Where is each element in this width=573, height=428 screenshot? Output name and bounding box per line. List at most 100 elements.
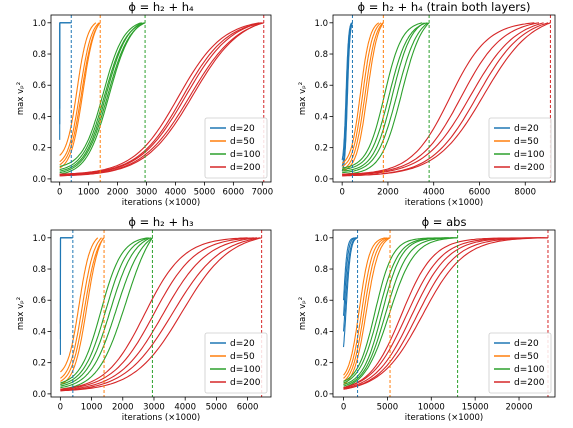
legend-box bbox=[204, 332, 268, 394]
x-tick-label: 1000 bbox=[78, 188, 100, 198]
legend-label: d=200 bbox=[230, 163, 261, 173]
plot-area bbox=[342, 230, 549, 397]
x-tick-label: 4000 bbox=[165, 188, 187, 198]
series-line-d=100-run-1 bbox=[342, 22, 430, 175]
x-tick-label: 8000 bbox=[514, 188, 536, 198]
plot-area bbox=[341, 15, 551, 182]
series-line-d=20-run-1 bbox=[59, 237, 73, 355]
series-line-d=20-run-3 bbox=[341, 22, 352, 161]
x-tick-label: 0 bbox=[58, 403, 63, 413]
axes-frame bbox=[50, 14, 272, 183]
series-line-d=20-run-1 bbox=[341, 22, 353, 172]
chart-title: ϕ = h₂ + h₃ bbox=[128, 215, 194, 229]
series-line-d=50-run-1 bbox=[60, 237, 104, 386]
y-tick-label: 0.6 bbox=[314, 81, 328, 91]
x-tick-label: 10000 bbox=[418, 403, 445, 413]
series-line-d=200-run-2 bbox=[59, 22, 264, 177]
x-tick-label: 0 bbox=[57, 188, 62, 198]
series-line-d=100-run-4 bbox=[59, 22, 146, 171]
chart-panel-2: ϕ = h₂ + h₄ (train both layers) 0 2000 4000… bbox=[298, 0, 556, 208]
x-tick-label: 1000 bbox=[81, 403, 103, 413]
x-tick-label: 5000 bbox=[194, 188, 216, 198]
series-line-d=20-run-2 bbox=[342, 237, 358, 332]
x-axis-label: iterations (×1000) bbox=[122, 198, 200, 208]
chart-panel-4: ϕ = abs 0 5000 10000 15000 20000 0.0 0.2 0.4 0.6 0… bbox=[298, 215, 556, 423]
series-line-d=200-run-4 bbox=[60, 237, 254, 390]
series-line-d=100-run-2 bbox=[343, 237, 456, 387]
y-tick-label: 1.0 bbox=[32, 234, 46, 244]
legend-label: d=100 bbox=[230, 365, 261, 375]
x-tick-label: 0 bbox=[341, 403, 346, 413]
x-tick-label: 4000 bbox=[174, 403, 196, 413]
series-line-d=100-run-1 bbox=[60, 237, 153, 390]
legend-box bbox=[488, 117, 552, 179]
chart-title: ϕ = abs bbox=[422, 215, 467, 229]
series-line-d=100-run-4 bbox=[60, 237, 150, 386]
series-line-d=100-run-5 bbox=[60, 237, 148, 384]
series-line-d=50-run-2 bbox=[343, 237, 390, 382]
y-tick-label: 0.2 bbox=[32, 359, 46, 369]
legend-label: d=50 bbox=[514, 137, 539, 147]
x-tick-label: 20000 bbox=[506, 403, 533, 413]
series-line-d=100-run-1 bbox=[343, 237, 458, 389]
x-tick-label: 5000 bbox=[206, 403, 228, 413]
y-axis-label: max vₚ² bbox=[16, 297, 26, 330]
series-line-d=100-run-2 bbox=[59, 22, 146, 174]
series-line-d=20-run-2 bbox=[341, 22, 353, 167]
y-tick-label: 0.4 bbox=[32, 327, 46, 337]
series-line-d=50-run-4 bbox=[341, 22, 380, 164]
legend: d=20 d=50 d=100 d=200 bbox=[204, 332, 268, 394]
legend-label: d=200 bbox=[514, 163, 545, 173]
x-tick-label: 5000 bbox=[377, 403, 399, 413]
x-tick-label: 3000 bbox=[136, 188, 158, 198]
x-tick-label: 2000 bbox=[107, 188, 129, 198]
y-tick-label: 1.0 bbox=[32, 19, 46, 29]
series-line-d=20-run-3 bbox=[59, 22, 71, 109]
series-line-d=20-run-1 bbox=[59, 22, 72, 140]
series-line-d=100-run-5 bbox=[343, 237, 449, 382]
legend-label: d=100 bbox=[514, 150, 545, 160]
series-line-d=50-run-3 bbox=[341, 22, 382, 167]
y-tick-label: 0.0 bbox=[32, 175, 46, 185]
series-line-d=200-run-5 bbox=[342, 22, 535, 175]
series-line-d=200-run-1 bbox=[60, 237, 262, 392]
series-line-d=50-run-4 bbox=[343, 237, 386, 376]
y-tick-label: 0.2 bbox=[314, 144, 328, 154]
legend-label: d=20 bbox=[230, 339, 255, 349]
x-tick-label: 4000 bbox=[423, 188, 445, 198]
y-tick-label: 0.4 bbox=[314, 327, 328, 337]
y-axis-label: max vₚ² bbox=[298, 82, 308, 115]
legend-label: d=200 bbox=[230, 378, 261, 388]
chart-title: ϕ = h₂ + h₄ bbox=[128, 0, 194, 14]
x-tick-label: 6000 bbox=[469, 188, 491, 198]
y-tick-label: 0.6 bbox=[314, 296, 328, 306]
series-line-d=100-run-2 bbox=[342, 22, 429, 174]
series-line-d=50-run-2 bbox=[341, 22, 384, 171]
series-line-d=50-run-3 bbox=[60, 237, 102, 379]
series-line-d=200-run-5 bbox=[60, 237, 248, 390]
y-tick-label: 1.0 bbox=[314, 234, 328, 244]
legend: d=20 d=50 d=100 d=200 bbox=[488, 117, 552, 179]
y-tick-label: 0.2 bbox=[32, 144, 46, 154]
axes-frame bbox=[332, 14, 556, 183]
x-tick-label: 6000 bbox=[223, 188, 245, 198]
series-line-d=50-run-3 bbox=[59, 22, 100, 163]
series-line-d=50-run-4 bbox=[60, 237, 99, 373]
series-line-d=100-run-5 bbox=[59, 22, 141, 167]
x-tick-label: 0 bbox=[339, 188, 344, 198]
y-tick-label: 0.8 bbox=[32, 50, 46, 60]
series-line-d=100-run-2 bbox=[60, 237, 153, 389]
y-tick-label: 0.4 bbox=[32, 112, 46, 122]
series-line-d=100-run-4 bbox=[342, 22, 427, 171]
y-tick-label: 0.8 bbox=[314, 265, 328, 275]
series-line-d=20-run-2 bbox=[59, 237, 73, 340]
legend-label: d=200 bbox=[514, 378, 545, 388]
series-line-d=200-run-1 bbox=[343, 237, 549, 390]
series-line-d=20-run-2 bbox=[59, 22, 71, 125]
y-axis-label: max vₚ² bbox=[298, 297, 308, 330]
x-axis-label: iterations (×1000) bbox=[405, 198, 483, 208]
series-line-d=100-run-5 bbox=[342, 22, 423, 169]
plot-area bbox=[59, 15, 265, 182]
y-tick-label: 0.2 bbox=[314, 359, 328, 369]
